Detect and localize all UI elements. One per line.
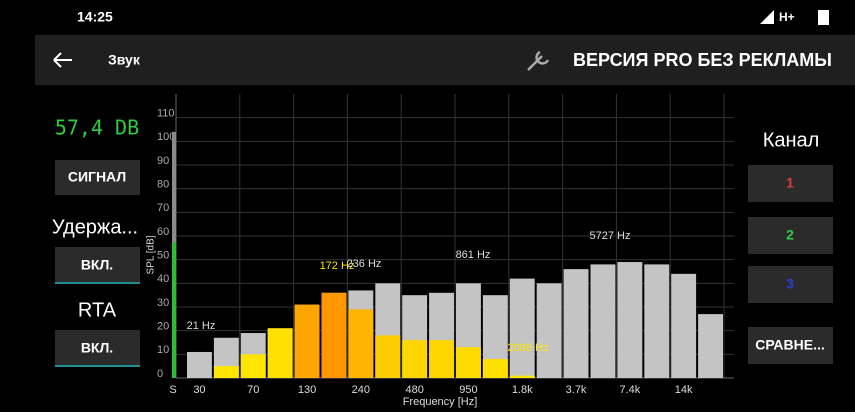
x-tick-label: 1.8k <box>512 384 533 396</box>
y-tick-label: 80 <box>157 179 169 191</box>
bar <box>402 340 428 378</box>
y-tick-label: 20 <box>157 321 169 333</box>
bar <box>482 359 508 378</box>
channel-button-label[interactable]: 1 <box>786 175 794 191</box>
bar <box>590 264 616 378</box>
bar <box>509 375 535 378</box>
hold-label: Удержа... <box>52 216 138 238</box>
level-readout: 57,4 DB <box>55 116 139 140</box>
y-tick-label: 50 <box>157 250 169 262</box>
rta-button[interactable] <box>55 330 140 367</box>
peak-annotation: 5727 Hz <box>590 230 631 242</box>
peak-annotation: 236 Hz <box>347 258 382 270</box>
hold-underline <box>55 282 140 284</box>
y-tick-label: 70 <box>157 202 169 214</box>
bar <box>509 278 535 378</box>
x-tick-label: 240 <box>352 384 370 396</box>
side-label: S <box>169 384 176 396</box>
bar <box>456 347 481 378</box>
x-axis-title: Frequency [Hz] <box>403 396 478 408</box>
channel-button[interactable] <box>748 165 833 202</box>
y-tick-label: 0 <box>157 368 163 380</box>
channel-button[interactable] <box>748 266 833 303</box>
rta-label: RTA <box>78 299 117 321</box>
channel-button[interactable] <box>748 217 833 254</box>
x-tick-label: 70 <box>247 384 259 396</box>
x-tick-label: 950 <box>459 384 477 396</box>
bar <box>187 351 212 378</box>
bar <box>536 283 562 378</box>
bar <box>267 328 293 378</box>
x-tick-label: 7.4k <box>619 384 640 396</box>
toolbar <box>35 35 855 85</box>
bar <box>348 309 374 378</box>
level-meter <box>172 242 176 378</box>
bar <box>698 314 723 378</box>
hold-button-label[interactable]: ВКЛ. <box>81 257 113 273</box>
signal-icon <box>760 10 774 24</box>
bar <box>375 335 401 378</box>
x-tick-label: 480 <box>405 384 423 396</box>
hold-button[interactable] <box>55 247 140 284</box>
battery-icon <box>818 10 829 25</box>
bar <box>213 366 239 378</box>
bar <box>644 264 670 378</box>
bar <box>321 292 347 378</box>
toolbar-title: Звук <box>108 52 141 68</box>
y-tick-label: 60 <box>157 226 169 238</box>
back-button[interactable] <box>53 52 72 68</box>
y-tick-label: 100 <box>157 131 175 143</box>
compare-button-label[interactable]: СРАВНЕ... <box>755 337 825 353</box>
channel-label: Канал <box>763 129 820 151</box>
bar <box>563 269 589 378</box>
y-tick-label: 30 <box>157 297 169 309</box>
compare-button[interactable] <box>748 327 833 364</box>
rta-underline <box>55 365 140 367</box>
status-time: 14:25 <box>77 9 113 25</box>
wrench-icon[interactable] <box>527 50 550 71</box>
spectrum-chart: 0 10 20 30 40 50 60 70 80 90 100 110 30 70 130 240 480 95… <box>146 94 734 408</box>
signal-button-label[interactable]: СИГНАЛ <box>68 169 126 185</box>
x-tick-label: 3.7k <box>566 384 587 396</box>
y-tick-label: 40 <box>157 273 169 285</box>
bar <box>294 304 320 378</box>
bar <box>671 273 697 378</box>
x-tick-label: 14k <box>675 384 693 396</box>
promo-button[interactable]: ВЕРСИЯ PRO БЕЗ РЕКЛАМЫ <box>573 50 832 70</box>
bar <box>240 354 266 378</box>
bar <box>617 262 643 378</box>
peak-annotation: 861 Hz <box>456 249 491 261</box>
bar <box>429 340 454 378</box>
status-network: H+ <box>779 10 795 24</box>
signal-button[interactable] <box>55 160 140 195</box>
x-tick-label: 30 <box>193 384 205 396</box>
peak-annotation: 2088 Hz <box>508 342 549 354</box>
x-tick-label: 130 <box>298 384 316 396</box>
channel-button-label[interactable]: 3 <box>786 276 794 292</box>
y-tick-label: 90 <box>157 155 169 167</box>
y-axis-title: SPL [dB] <box>146 235 157 274</box>
y-tick-label: 110 <box>157 108 175 120</box>
channel-buttons: 1 2 3 <box>748 165 833 303</box>
rta-button-label[interactable]: ВКЛ. <box>81 340 113 356</box>
channel-button-label[interactable]: 2 <box>786 227 794 243</box>
y-tick-label: 10 <box>157 344 169 356</box>
peak-annotation: 21 Hz <box>187 320 216 332</box>
peak-annotation: 172 Hz <box>320 260 355 272</box>
